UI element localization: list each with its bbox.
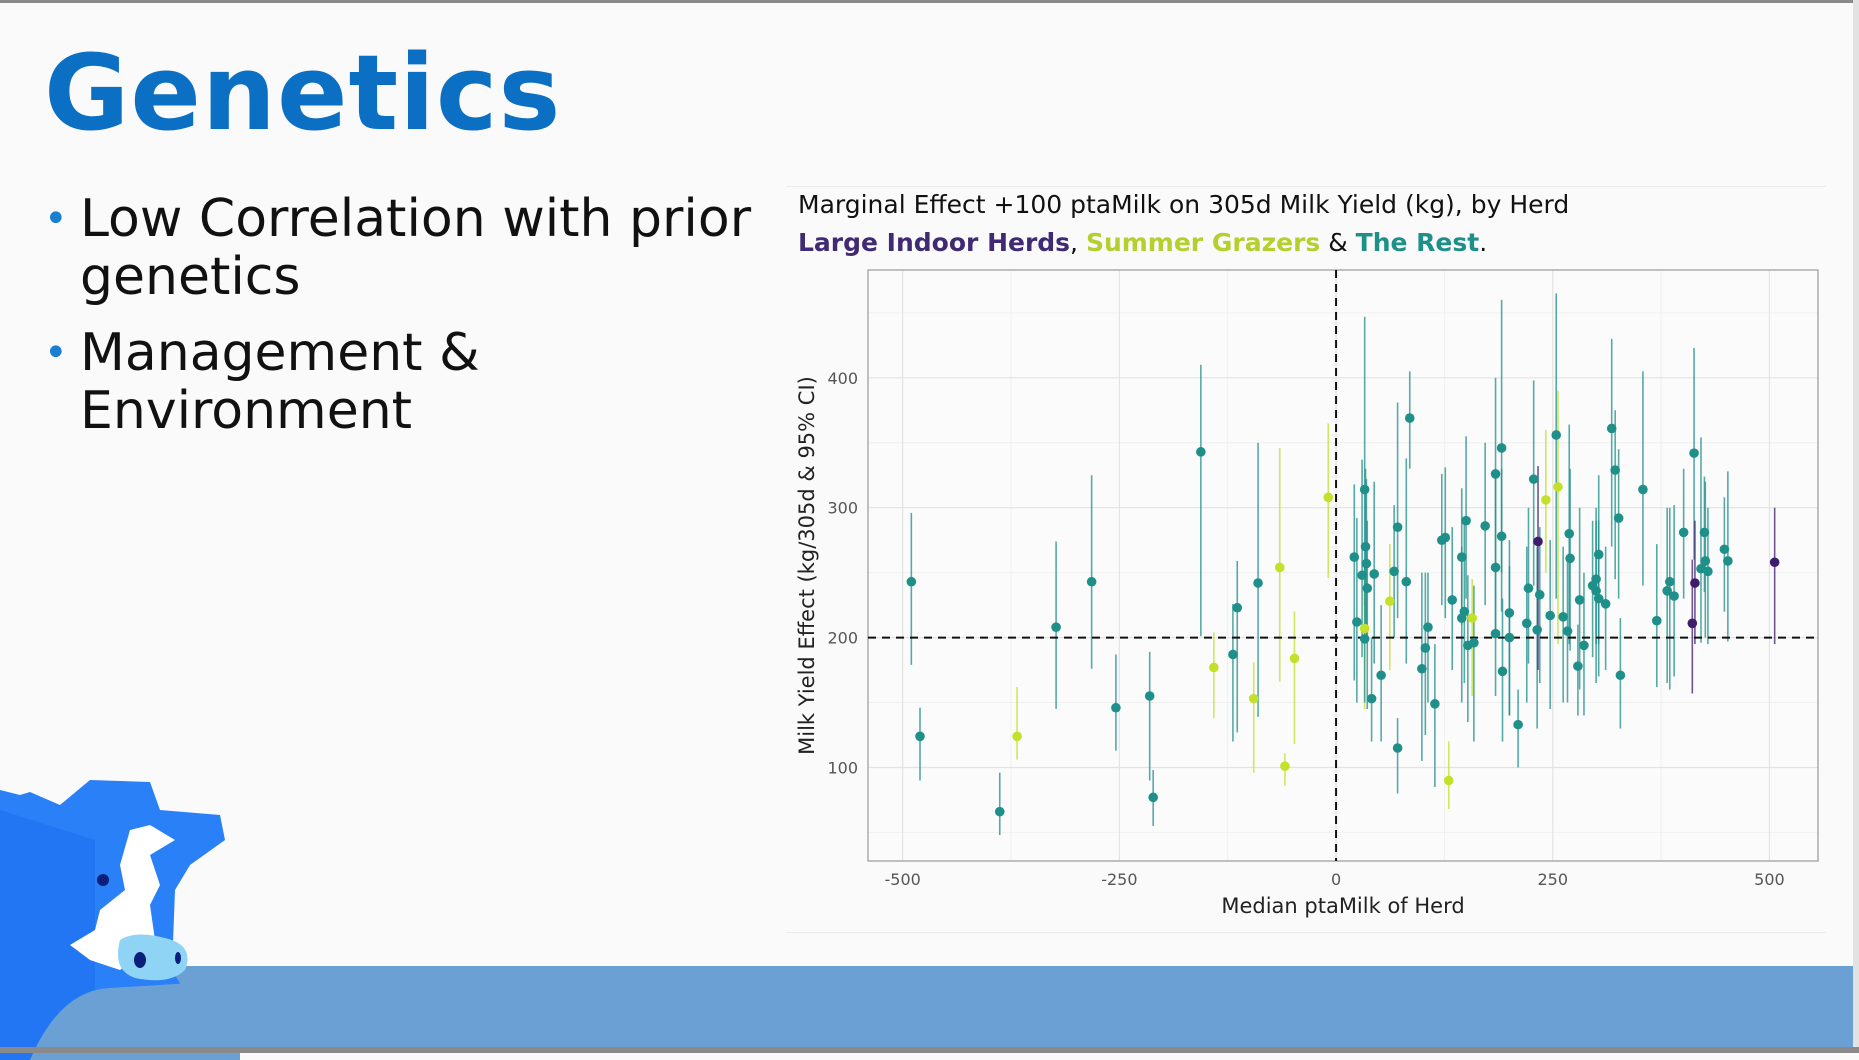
bullet-item: • Low Correlation with prior genetics — [44, 190, 764, 306]
legend-the-rest: The Rest — [1355, 228, 1480, 257]
bullet-text: Low Correlation with prior genetics — [80, 189, 752, 307]
cow-logo-icon — [0, 780, 240, 1060]
bullet-dot-icon: • — [44, 330, 68, 376]
chart-container — [786, 186, 1826, 933]
bullet-dot-icon: • — [44, 196, 68, 242]
window-right-border — [1853, 0, 1859, 1053]
bullet-text: Management & Environment — [80, 323, 480, 441]
legend-large-indoor-herds: Large Indoor Herds — [798, 228, 1071, 257]
footer-band — [0, 966, 1853, 1047]
slide-title: Genetics — [44, 32, 562, 154]
subtitle-sep: & — [1320, 228, 1356, 257]
bullet-list: • Low Correlation with prior genetics • Ma… — [44, 190, 764, 458]
bullet-item: • Management & Environment — [44, 324, 764, 440]
chart-subtitle: Large Indoor Herds, Summer Grazers & The… — [798, 228, 1487, 257]
window-top-border — [0, 0, 1859, 3]
legend-summer-grazers: Summer Grazers — [1085, 228, 1321, 257]
window-bottom-border — [0, 1047, 1859, 1053]
subtitle-end: . — [1479, 228, 1488, 257]
chart-title: Marginal Effect +100 ptaMilk on 305d Mil… — [798, 190, 1570, 219]
subtitle-sep: , — [1070, 228, 1086, 257]
